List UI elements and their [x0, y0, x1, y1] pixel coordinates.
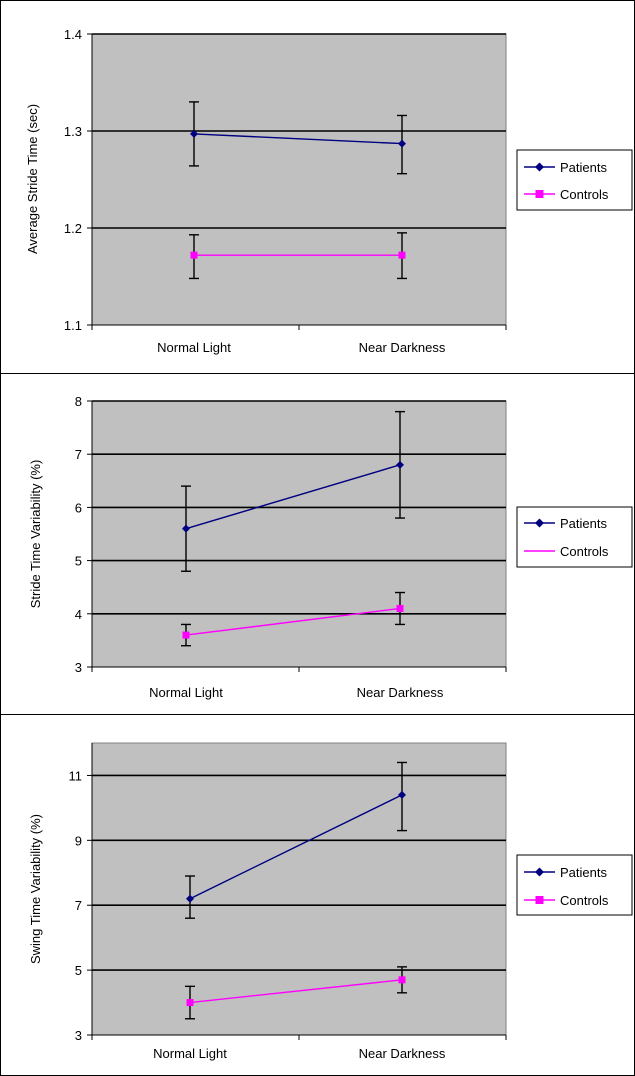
legend-marker-patients	[535, 518, 544, 528]
axes	[87, 743, 507, 1040]
data-markers	[190, 129, 406, 259]
x-tick-labels: Normal Light Near Darkness	[153, 1046, 446, 1061]
legend-marker-patients	[535, 162, 544, 172]
y-tick-labels: 3 4 5 6 7 8	[75, 394, 82, 675]
legend-label-patients: Patients	[560, 865, 607, 880]
data-point-patients	[182, 524, 190, 533]
gridlines	[92, 400, 506, 615]
y-tick-label: 9	[75, 833, 82, 848]
gridlines	[92, 33, 506, 229]
y-tick-labels: 3 5 7 9 11	[69, 768, 83, 1043]
y-axis-label: Average Stride Time (sec)	[25, 104, 40, 254]
data-point-patients	[190, 129, 198, 138]
chart-panel-3: 3 5 7 9 11 Normal Light Near Darkness Swing T…	[0, 714, 635, 1076]
data-point-controls	[398, 251, 406, 259]
axes	[87, 33, 507, 330]
y-tick-label: 5	[75, 963, 82, 978]
y-tick-label: 4	[75, 607, 82, 622]
y-tick-label: 8	[75, 394, 82, 409]
data-markers	[186, 790, 406, 1007]
legend-label-controls: Controls	[560, 544, 609, 559]
series-lines	[189, 794, 403, 1004]
x-tick-label: Normal Light	[157, 340, 231, 355]
data-point-controls	[398, 976, 406, 984]
axes	[87, 400, 507, 672]
series-lines	[185, 464, 401, 636]
data-markers	[182, 460, 404, 639]
chart-panel-2: 3 4 5 6 7 8 Normal Light Near Darkness Stride …	[0, 373, 635, 715]
y-tick-label: 1.4	[64, 27, 82, 42]
legend-label-patients: Patients	[560, 516, 607, 531]
gridlines	[92, 774, 506, 971]
y-tick-label: 11	[69, 768, 83, 783]
legend: Patients Controls	[516, 506, 633, 568]
y-tick-label: 7	[75, 898, 82, 913]
y-tick-label: 1.3	[64, 124, 82, 139]
y-tick-label: 7	[75, 447, 82, 462]
series-lines	[193, 133, 403, 256]
plot-area	[91, 400, 507, 668]
data-point-controls	[182, 631, 190, 639]
data-point-patients	[186, 894, 194, 903]
legend-box	[516, 854, 633, 916]
data-point-controls	[186, 999, 194, 1007]
series-line-controls	[189, 979, 403, 1004]
y-tick-label: 5	[75, 554, 82, 569]
y-axis-label: Stride Time Variability (%)	[28, 460, 43, 609]
data-point-controls	[190, 251, 198, 259]
chart-panel-1: 1.1 1.2 1.3 1.4 Normal Light Near Darkness A…	[0, 0, 635, 374]
legend: Patients Controls	[516, 149, 633, 211]
x-tick-label: Near Darkness	[357, 685, 444, 700]
y-tick-label: 6	[75, 500, 82, 515]
legend-label-controls: Controls	[560, 893, 609, 908]
data-point-patients	[398, 790, 406, 799]
legend-label-patients: Patients	[560, 160, 607, 175]
legend-box	[516, 149, 633, 211]
legend: Patients Controls	[516, 854, 633, 916]
plot-area	[91, 742, 507, 1036]
legend-label-controls: Controls	[560, 187, 609, 202]
x-tick-labels: Normal Light Near Darkness	[157, 340, 446, 355]
data-point-patients	[398, 139, 406, 148]
legend-marker-controls	[535, 896, 544, 904]
y-tick-labels: 1.1 1.2 1.3 1.4	[64, 27, 82, 333]
x-tick-label: Normal Light	[149, 685, 223, 700]
series-line-patients	[193, 133, 403, 145]
legend-box	[516, 506, 633, 568]
x-tick-labels: Normal Light Near Darkness	[149, 685, 444, 700]
y-tick-label: 1.2	[64, 221, 82, 236]
y-axis-label: Swing Time Variability (%)	[28, 814, 43, 964]
plot-area	[91, 33, 507, 326]
legend-marker-controls	[535, 190, 544, 198]
series-line-patients	[185, 464, 401, 530]
data-point-controls	[396, 604, 404, 612]
series-line-patients	[189, 794, 403, 900]
y-tick-label: 1.1	[64, 318, 82, 333]
y-tick-label: 3	[75, 660, 82, 675]
legend-marker-patients	[535, 867, 544, 877]
x-tick-label: Near Darkness	[359, 340, 446, 355]
x-tick-label: Near Darkness	[359, 1046, 446, 1061]
x-tick-label: Normal Light	[153, 1046, 227, 1061]
series-line-controls	[185, 607, 401, 636]
y-tick-label: 3	[75, 1028, 82, 1043]
data-point-patients	[396, 460, 404, 469]
